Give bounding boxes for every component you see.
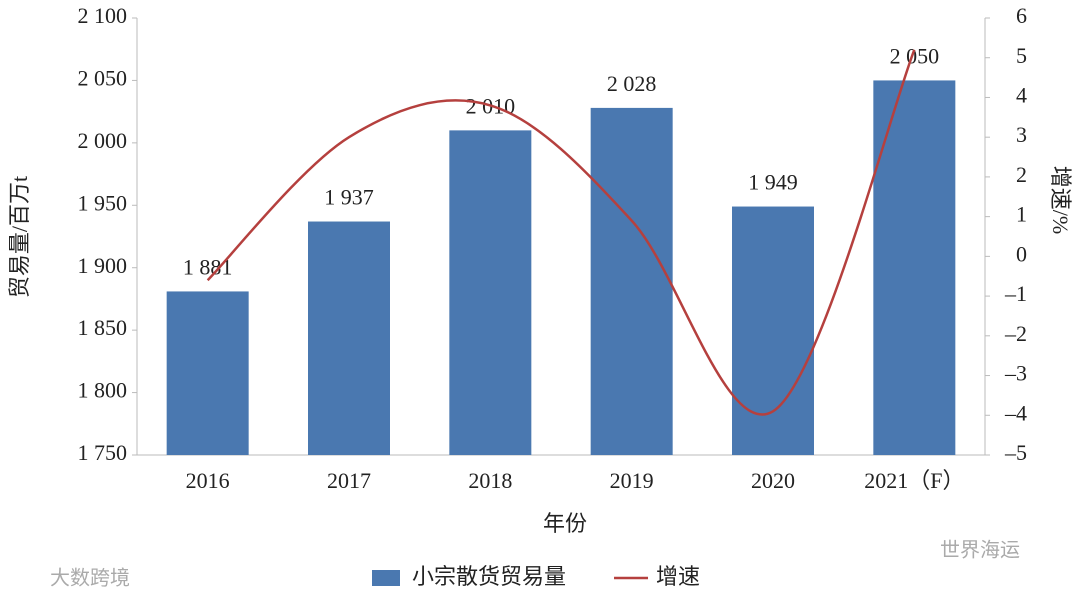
legend-label: 增速	[656, 564, 700, 589]
legend-label: 小宗散货贸易量	[412, 564, 566, 589]
legend-swatch	[372, 570, 400, 586]
y2-tick-label: 1	[1016, 202, 1027, 227]
bar	[590, 107, 673, 455]
y2-tick-label: 6	[1016, 3, 1027, 28]
y2-tick-label: 4	[1016, 83, 1027, 108]
y-tick-label: 1 800	[78, 378, 128, 403]
x-tick-label: 2021（F）	[864, 468, 964, 493]
x-tick-label: 2019	[610, 468, 654, 493]
data-label: 1 949	[748, 170, 798, 195]
y2-tick-label: –5	[1004, 440, 1027, 465]
x-tick-label: 2018	[468, 468, 512, 493]
x-axis-title: 年份	[543, 511, 587, 536]
y2-axis-title: 增速/%	[1048, 166, 1073, 234]
x-tick-label: 2016	[186, 468, 230, 493]
watermark: 世界海运	[940, 538, 1020, 562]
y-tick-label: 1 750	[78, 440, 128, 465]
y2-tick-label: –4	[1004, 400, 1027, 425]
y-tick-label: 1 900	[78, 253, 128, 278]
y2-tick-label: 0	[1016, 241, 1027, 266]
y2-tick-label: –3	[1004, 361, 1027, 386]
bar	[873, 80, 956, 455]
y-tick-label: 1 850	[78, 315, 128, 340]
data-label: 2 050	[890, 43, 940, 68]
bar	[308, 221, 390, 455]
y-axis-title: 贸易量/百万t	[7, 176, 32, 298]
data-label: 1 937	[324, 185, 374, 210]
line	[206, 49, 916, 416]
y2-tick-label: 2	[1016, 162, 1027, 187]
x-tick-label: 2020	[751, 468, 795, 493]
y-tick-label: 2 050	[78, 65, 128, 90]
data-label: 1 881	[183, 254, 233, 279]
bar	[732, 206, 814, 455]
y-tick-label: 1 950	[78, 190, 128, 215]
data-label: 2 028	[607, 71, 657, 96]
watermark: 大数跨境	[50, 566, 130, 590]
y2-tick-label: 5	[1016, 43, 1027, 68]
y-tick-label: 2 100	[78, 3, 128, 28]
x-tick-label: 2017	[327, 468, 371, 493]
bar	[449, 130, 532, 455]
bar	[166, 291, 249, 455]
y-tick-label: 2 000	[78, 128, 128, 153]
y2-tick-label: –2	[1004, 321, 1027, 346]
y2-tick-label: 3	[1016, 122, 1027, 147]
y2-tick-label: –1	[1004, 281, 1027, 306]
